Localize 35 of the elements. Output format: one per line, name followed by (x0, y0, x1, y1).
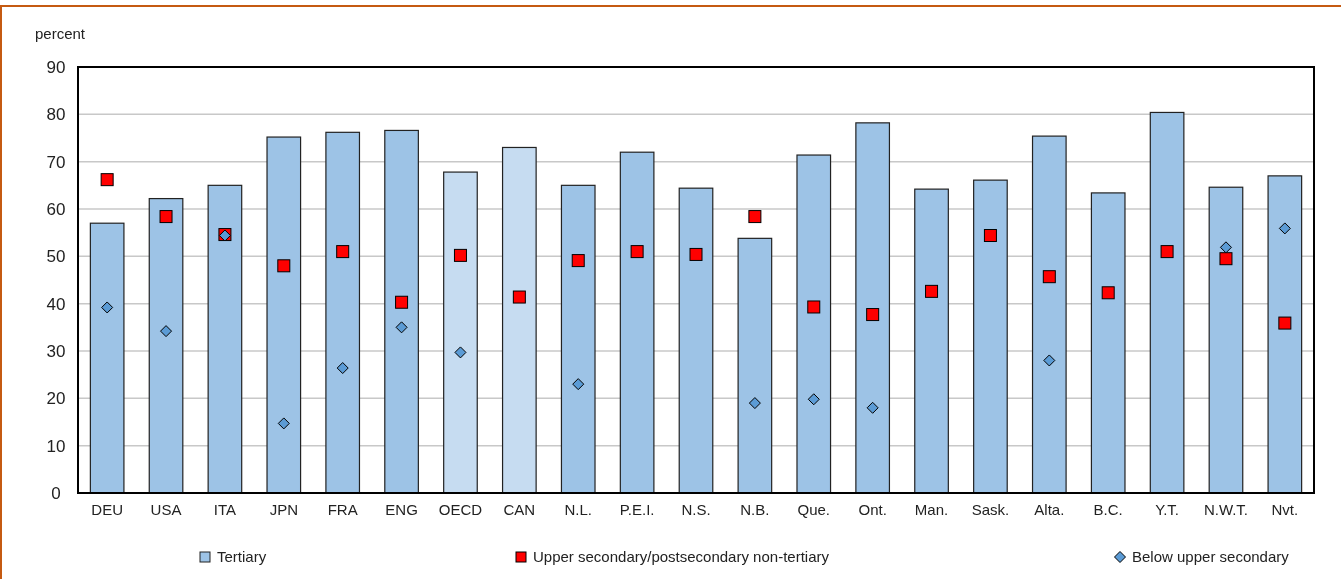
x-tick-label: Man. (914, 501, 949, 518)
x-tick-label: N.B. (740, 501, 770, 518)
y-tick-label: 50 (46, 247, 66, 267)
x-tick-label: B.C. (1093, 501, 1123, 518)
x-tick-label: ENG (385, 501, 418, 518)
legend-label: Tertiary (217, 548, 267, 566)
x-tick-label: N.S. (681, 501, 711, 518)
x-tick-label: CAN (503, 501, 536, 518)
y-tick-label: 0 (51, 483, 61, 503)
x-tick-label: P.E.I. (619, 501, 655, 518)
x-tick-label: N.L. (564, 501, 592, 518)
y-tick-label: 90 (46, 57, 66, 77)
x-tick-label: OECD (438, 501, 483, 518)
legend-label: Upper secondary/postsecondary non-tertiary (533, 548, 830, 566)
y-axis-title: percent (35, 25, 86, 42)
y-tick-label: 20 (46, 389, 66, 409)
x-tick-label: N.W.T. (1203, 501, 1249, 518)
y-tick-label: 80 (46, 105, 66, 125)
x-tick-label: Alta. (1034, 501, 1065, 518)
y-tick-label: 40 (46, 294, 66, 314)
y-tick-label: 60 (46, 199, 66, 219)
y-tick-label: 10 (46, 436, 66, 456)
x-tick-label: DEU (91, 501, 123, 518)
y-tick-label: 70 (46, 152, 66, 172)
legend-label: Below upper secondary (1132, 548, 1290, 566)
x-tick-label: Ont. (858, 501, 887, 518)
x-tick-label: FRA (327, 501, 358, 518)
x-tick-label: Nvt. (1271, 501, 1299, 518)
x-tick-label: JPN (269, 501, 298, 518)
x-tick-label: ITA (213, 501, 237, 518)
y-tick-label: 30 (46, 341, 66, 361)
x-tick-label: Que. (797, 501, 831, 518)
x-tick-label: USA (150, 501, 182, 518)
x-tick-label: Sask. (971, 501, 1010, 518)
x-tick-label: Y.T. (1155, 501, 1180, 518)
